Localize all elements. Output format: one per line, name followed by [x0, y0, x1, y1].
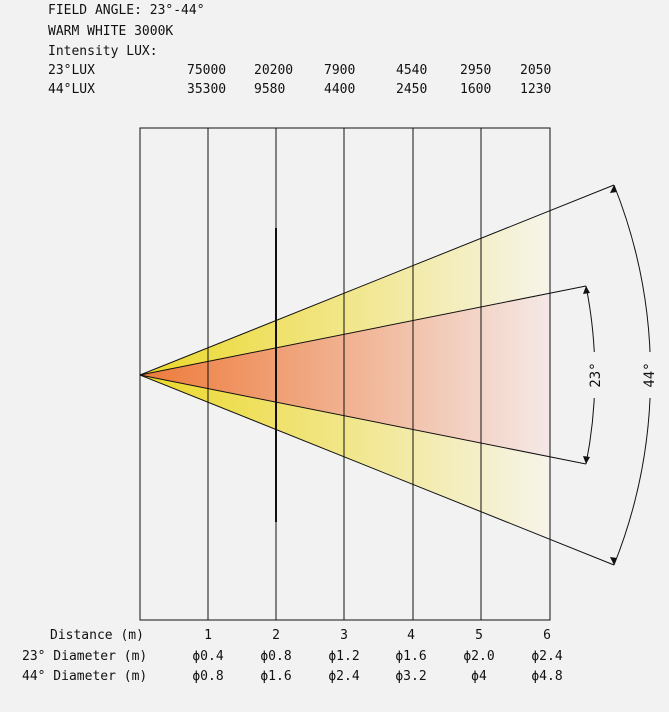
diameter-44-value: ϕ3.2: [395, 669, 426, 684]
lux-44-value: 9580: [254, 82, 285, 97]
grid-frame: [139, 127, 551, 621]
distance-value: 2: [272, 628, 280, 643]
narrow-arc-arrow-bottom: [583, 456, 590, 464]
narrow-beam-edge-bottom: [139, 374, 587, 465]
diameter-23-value: ϕ1.6: [395, 649, 426, 664]
lux-row-label-44: 44°LUX: [48, 82, 95, 97]
distance-value: 6: [543, 628, 551, 643]
diameter-23-label: 23° Diameter (m): [22, 649, 147, 664]
lux-23-value: 2950: [460, 63, 491, 78]
diameter-44-value: ϕ0.8: [192, 669, 223, 684]
intensity-title: Intensity LUX:: [48, 44, 158, 59]
lux-44-value: 1600: [460, 82, 491, 97]
lux-23-value: 2050: [520, 63, 551, 78]
color-temperature-text: WARM WHITE 3000K: [48, 24, 173, 39]
lux-23-value: 20200: [254, 63, 293, 78]
narrow-beam-edge-top: [139, 285, 587, 376]
lux-44-value: 4400: [324, 82, 355, 97]
lux-23-value: 7900: [324, 63, 355, 78]
footer-table: Distance (m) 1 2 3 4 5 6 23° Diameter (m…: [22, 628, 563, 684]
narrow-beam-cone: [140, 293, 550, 457]
distance-value: 3: [340, 628, 348, 643]
distance-value: 1: [204, 628, 212, 643]
distance-grid: [139, 127, 551, 621]
wide-arc-arrow-bottom: [610, 557, 617, 565]
narrow-arc-arrow-top: [583, 286, 590, 294]
distance-label: Distance (m): [50, 628, 144, 643]
diameter-44-label: 44° Diameter (m): [22, 669, 147, 684]
distance-value: 4: [407, 628, 415, 643]
diameter-23-value: ϕ0.8: [260, 649, 291, 664]
beam-edges: [139, 184, 615, 566]
diameter-44-value: ϕ4.8: [531, 669, 562, 684]
lux-44-value: 2450: [396, 82, 427, 97]
wide-label-bg: [640, 352, 658, 398]
distance-value: 5: [475, 628, 483, 643]
wide-beam-edge-top: [139, 184, 615, 376]
wide-beam-edge-bottom: [139, 374, 615, 566]
diameter-44-value: ϕ1.6: [260, 669, 291, 684]
field-angle-text: FIELD ANGLE: 23°-44°: [48, 3, 205, 18]
lux-44-value: 1230: [520, 82, 551, 97]
wide-angle-label: 44°: [642, 362, 658, 387]
diameter-23-value: ϕ2.4: [531, 649, 562, 664]
beam-cones: [140, 210, 550, 540]
narrow-label-bg: [585, 352, 603, 398]
diameter-23-value: ϕ0.4: [192, 649, 223, 664]
lux-23-value: 75000: [187, 63, 226, 78]
lux-44-value: 35300: [187, 82, 226, 97]
diameter-44-value: ϕ2.4: [328, 669, 359, 684]
lux-row-label-23: 23°LUX: [48, 63, 95, 78]
narrow-angle-label: 23°: [588, 362, 604, 387]
wide-arc-arrow-top: [610, 185, 617, 193]
diameter-23-value: ϕ1.2: [328, 649, 359, 664]
diameter-44-value: ϕ4: [471, 669, 487, 684]
lux-23-value: 4540: [396, 63, 427, 78]
diameter-23-value: ϕ2.0: [463, 649, 494, 664]
angle-dimensions: 23° 44°: [583, 184, 658, 566]
